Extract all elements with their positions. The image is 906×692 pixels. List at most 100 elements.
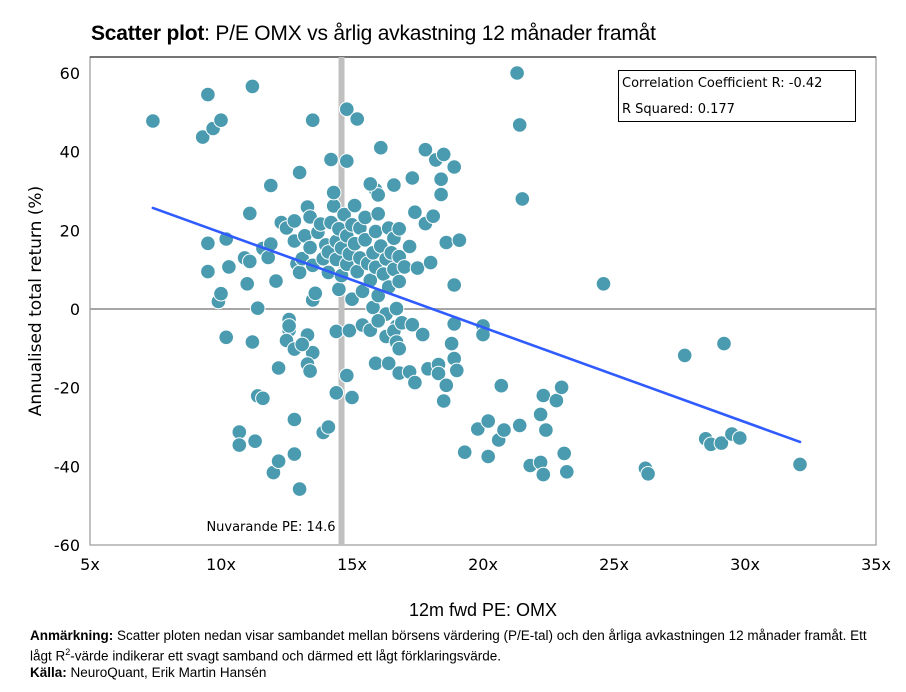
data-point <box>323 151 339 168</box>
data-point <box>553 379 570 396</box>
data-point <box>435 146 452 163</box>
data-point <box>433 171 449 187</box>
data-point <box>357 232 373 248</box>
data-point <box>370 187 387 203</box>
data-point <box>239 276 255 292</box>
data-point <box>556 445 573 462</box>
data-point <box>286 446 303 462</box>
data-point <box>341 322 358 339</box>
x-tick-label: 5x <box>80 555 100 574</box>
data-point <box>221 259 237 275</box>
data-point <box>325 184 342 201</box>
data-point <box>231 424 248 440</box>
r-squared-text: R Squared: 0.177 <box>622 102 735 117</box>
data-point <box>367 223 384 240</box>
data-point <box>446 277 463 293</box>
data-point <box>386 177 402 193</box>
data-point <box>218 329 234 346</box>
data-point <box>145 113 161 129</box>
data-point <box>200 235 216 252</box>
chart-title: Scatter plot: P/E OMX vs årlig avkastnin… <box>91 22 656 46</box>
data-point <box>425 208 442 224</box>
data-point <box>304 112 321 128</box>
data-point <box>244 334 261 350</box>
data-point <box>370 313 387 329</box>
data-point <box>404 316 421 333</box>
data-point <box>391 340 408 357</box>
remark-text-a: Scatter ploten nedan visar sambandet mel… <box>30 628 867 664</box>
y-tick-label: 20 <box>60 221 80 240</box>
data-point <box>470 421 486 437</box>
data-point <box>336 206 352 223</box>
data-point <box>409 260 426 276</box>
x-axis-label: 12m fwd PE: OMX <box>409 600 557 620</box>
data-point <box>339 367 355 384</box>
remark: Anmärkning: Scatter ploten nedan visar s… <box>30 628 880 665</box>
data-point <box>407 204 423 220</box>
footnotes: Anmärkning: Scatter ploten nedan visar s… <box>30 628 880 681</box>
x-tick-label: 25x <box>599 555 629 574</box>
current-pe-label: Nuvarande PE: 14.6 <box>206 520 335 535</box>
data-point <box>328 323 345 340</box>
x-tick-label: 10x <box>206 555 236 574</box>
data-point <box>640 466 656 482</box>
stats-box: Correlation Coefficient R: -0.42 R Squar… <box>618 70 856 122</box>
data-points <box>145 65 808 497</box>
y-tick-label: -40 <box>54 457 80 476</box>
data-point <box>291 164 308 181</box>
data-point <box>422 254 439 271</box>
data-point <box>249 300 266 317</box>
data-point <box>200 263 216 280</box>
data-point <box>242 205 258 222</box>
data-point <box>456 444 473 461</box>
data-point <box>357 209 373 226</box>
x-tick-label: 20x <box>468 555 498 574</box>
data-point <box>480 413 497 429</box>
data-point <box>404 170 421 186</box>
data-point <box>380 355 397 372</box>
data-point <box>449 362 465 379</box>
data-point <box>291 264 308 281</box>
y-tick-label: 60 <box>60 64 80 83</box>
data-point <box>548 392 565 409</box>
data-point <box>194 129 211 145</box>
data-point <box>286 213 303 229</box>
data-point <box>255 390 271 407</box>
data-point <box>496 422 512 438</box>
data-point <box>595 276 612 292</box>
data-point <box>268 273 284 289</box>
y-axis-ticks: 60 40 20 0 -20 -40 -60 <box>54 64 80 555</box>
source-text: NeuroQuant, Erik Martin Hansén <box>66 664 267 680</box>
data-point <box>294 336 311 353</box>
data-point <box>213 285 229 302</box>
data-point <box>307 285 324 302</box>
data-point <box>535 466 552 483</box>
y-tick-label: 0 <box>70 300 80 319</box>
x-axis-ticks: 5x 10x 15x 20x 25x 30x 35x <box>80 555 891 574</box>
data-point <box>286 411 303 428</box>
data-point <box>732 430 748 446</box>
x-tick-label: 30x <box>730 555 760 574</box>
data-point <box>339 153 355 169</box>
data-point <box>480 448 497 465</box>
data-point <box>349 111 366 127</box>
data-point <box>270 360 287 376</box>
data-point <box>302 363 318 379</box>
chart-title-bold: Scatter plot <box>91 22 205 45</box>
data-point <box>320 419 337 435</box>
data-point <box>242 253 258 270</box>
data-point <box>281 318 297 334</box>
data-point <box>247 433 263 450</box>
data-point <box>331 281 347 298</box>
data-point <box>407 374 423 391</box>
x-tick-label: 15x <box>337 555 367 574</box>
data-point <box>511 117 528 133</box>
data-point <box>200 86 216 103</box>
data-point <box>414 326 431 343</box>
data-point <box>328 385 345 401</box>
data-point <box>559 464 575 480</box>
data-point <box>291 481 308 497</box>
y-axis-label: Annualised total return (%) <box>26 186 46 416</box>
data-point <box>270 453 287 470</box>
data-point <box>514 191 531 207</box>
